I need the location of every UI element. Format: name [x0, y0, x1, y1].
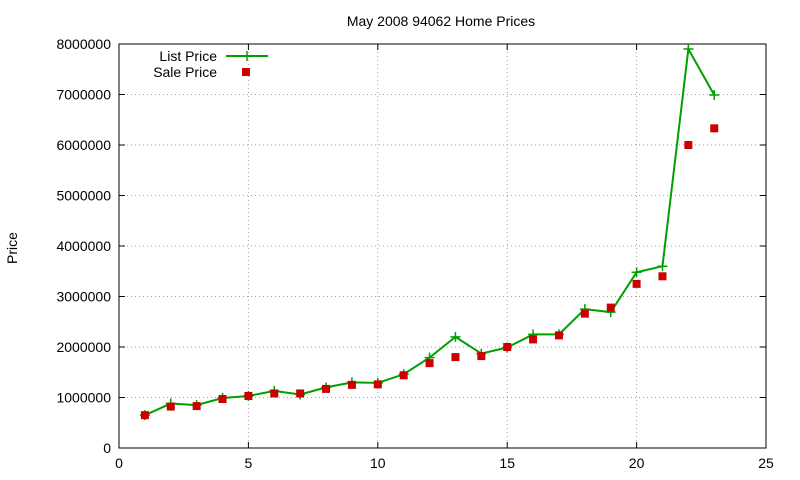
legend-marker-sale-price	[242, 68, 250, 76]
y-tick-label: 0	[103, 440, 111, 456]
y-tick-label: 5000000	[56, 188, 111, 204]
sale-price-point	[425, 359, 434, 368]
x-tick-label: 10	[370, 455, 386, 471]
sale-price-point	[296, 389, 305, 398]
sale-price-point	[554, 331, 563, 340]
y-tick-label: 8000000	[56, 36, 111, 52]
y-axis-label: Price	[4, 232, 20, 264]
sale-price-point	[166, 402, 175, 411]
sale-price-point	[580, 309, 589, 318]
grid	[119, 44, 766, 448]
y-tick-label: 7000000	[56, 87, 111, 103]
sale-price-point	[399, 371, 408, 380]
legend: List Price Sale Price	[153, 48, 268, 80]
y-tick-label: 1000000	[56, 390, 111, 406]
x-tick-label: 15	[499, 455, 515, 471]
legend-label-sale-price: Sale Price	[153, 64, 217, 80]
sale-price-point	[710, 124, 719, 133]
y-tick-label: 6000000	[56, 137, 111, 153]
list-price-point	[631, 267, 642, 278]
list-price-point	[709, 90, 720, 101]
plot-border	[118, 43, 767, 449]
x-tick-label: 25	[758, 455, 774, 471]
sale-price-point	[477, 352, 486, 361]
axis-ticks: 0 5 10 15 20 25 0 1000000 2000000 3000000 4000000 5…	[56, 36, 774, 471]
chart-title: May 2008 94062 Home Prices	[347, 13, 535, 29]
sale-price-point	[503, 343, 512, 351]
x-tick-label: 5	[245, 455, 253, 471]
sale-price-point	[451, 353, 460, 362]
sale-price-point	[270, 389, 279, 398]
list-price-point	[450, 331, 461, 342]
sale-price-point	[140, 411, 149, 420]
sale-price-point	[192, 402, 201, 411]
y-tick-label: 4000000	[56, 238, 111, 254]
y-tick-label: 3000000	[56, 289, 111, 305]
sale-price-point	[529, 335, 538, 344]
x-tick-label: 0	[115, 455, 123, 471]
sale-price-point	[632, 279, 641, 288]
sale-price-point	[684, 141, 693, 149]
x-tick-label: 20	[629, 455, 645, 471]
sale-price-point	[347, 380, 356, 389]
legend-label-list-price: List Price	[159, 48, 217, 64]
list-price-point	[683, 44, 694, 55]
list-price-point	[657, 261, 668, 272]
sale-price-point	[322, 384, 331, 393]
legend-marker-list-price	[242, 51, 252, 61]
sale-price-point	[244, 391, 253, 400]
sale-price-point	[606, 303, 615, 312]
y-tick-label: 2000000	[56, 339, 111, 355]
sale-price-point	[658, 272, 667, 281]
series-sale-price	[140, 124, 719, 420]
sale-price-point	[373, 380, 382, 389]
sale-price-point	[218, 395, 227, 404]
